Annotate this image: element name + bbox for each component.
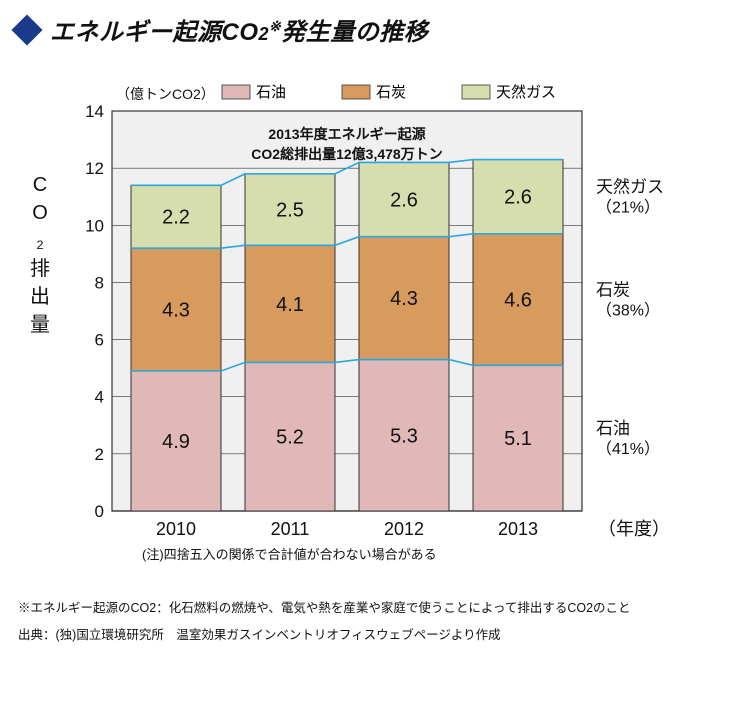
bar-value-gas-2013: 2.6 xyxy=(504,187,532,209)
bar-value-oil-2010: 4.9 xyxy=(162,431,190,453)
title-star: ※ xyxy=(269,18,281,34)
side-pct-oil: （41%） xyxy=(596,440,660,458)
diamond-icon xyxy=(11,14,42,45)
chart: 02468101214（億トンCO2）CO₂排出量石油石炭天然ガス4.94.32… xyxy=(12,51,722,591)
y-axis-title: 排 xyxy=(30,257,50,280)
x-tick-label: 2011 xyxy=(271,519,310,539)
bar-value-coal-2011: 4.1 xyxy=(276,294,304,316)
title-prefix: エネルギー起源CO xyxy=(50,19,259,46)
footnote-1: ※エネルギー起源のCO2：化石燃料の燃焼や、電気や熱を産業や家庭で使うことによっ… xyxy=(18,599,722,618)
y-axis-title: C xyxy=(33,174,47,196)
inside-note: (注)四捨五入の関係で合計値が合わない場合がある xyxy=(142,547,437,562)
legend-label-coal: 石炭 xyxy=(376,84,406,101)
chart-svg: 02468101214（億トンCO2）CO₂排出量石油石炭天然ガス4.94.32… xyxy=(12,51,722,591)
bar-value-oil-2011: 5.2 xyxy=(276,427,304,449)
page-title: エネルギー起源CO2※発生量の推移 xyxy=(50,12,428,47)
side-pct-coal: （38%） xyxy=(596,302,660,320)
x-tick-label: 2012 xyxy=(384,519,424,539)
legend-swatch-gas xyxy=(462,85,490,99)
y-axis-title: 量 xyxy=(30,314,50,336)
side-label-coal: 石炭 xyxy=(596,281,630,300)
bar-value-coal-2013: 4.6 xyxy=(504,290,532,312)
bar-value-gas-2011: 2.5 xyxy=(276,200,304,222)
footnote-2: 出典：(独)国立環境研究所 温室効果ガスインベントリオフィスウェブページより作成 xyxy=(18,626,722,645)
legend-swatch-coal xyxy=(342,85,370,99)
y-tick-label: 14 xyxy=(85,102,104,121)
y-tick-label: 8 xyxy=(95,273,104,292)
title-row: エネルギー起源CO2※発生量の推移 xyxy=(12,12,722,47)
x-tick-label: 2013 xyxy=(498,519,538,539)
title-suffix: 発生量の推移 xyxy=(281,19,428,46)
y-tick-label: 0 xyxy=(95,502,104,521)
title-two: 2 xyxy=(259,24,270,44)
side-label-gas: 天然ガス xyxy=(596,178,664,197)
x-axis-label: （年度） xyxy=(598,519,670,539)
legend-label-gas: 天然ガス xyxy=(496,84,556,101)
legend-label-oil: 石油 xyxy=(256,84,286,101)
side-label-oil: 石油 xyxy=(596,419,630,438)
side-pct-gas: （21%） xyxy=(596,199,660,217)
x-tick-label: 2010 xyxy=(156,519,196,539)
bar-value-gas-2010: 2.2 xyxy=(162,207,190,229)
y-unit-label: （億トンCO2） xyxy=(116,86,215,102)
callout-line1: 2013年度エネルギー起源 xyxy=(268,126,425,142)
y-tick-label: 6 xyxy=(95,331,104,350)
bar-value-gas-2012: 2.6 xyxy=(390,190,418,212)
legend-swatch-oil xyxy=(222,85,250,99)
bar-value-oil-2012: 5.3 xyxy=(390,425,418,447)
y-axis-title: 出 xyxy=(30,285,50,308)
callout-line2: CO2総排出量12億3,478万トン xyxy=(251,146,442,162)
y-axis-title: ₂ xyxy=(36,230,44,252)
y-axis-title: O xyxy=(32,202,48,224)
y-tick-label: 2 xyxy=(95,445,104,464)
bar-value-coal-2010: 4.3 xyxy=(162,300,190,322)
y-tick-label: 10 xyxy=(85,216,104,235)
y-tick-label: 12 xyxy=(85,159,104,178)
bar-value-oil-2013: 5.1 xyxy=(504,428,532,450)
y-tick-label: 4 xyxy=(95,388,104,407)
bar-value-coal-2012: 4.3 xyxy=(390,288,418,310)
